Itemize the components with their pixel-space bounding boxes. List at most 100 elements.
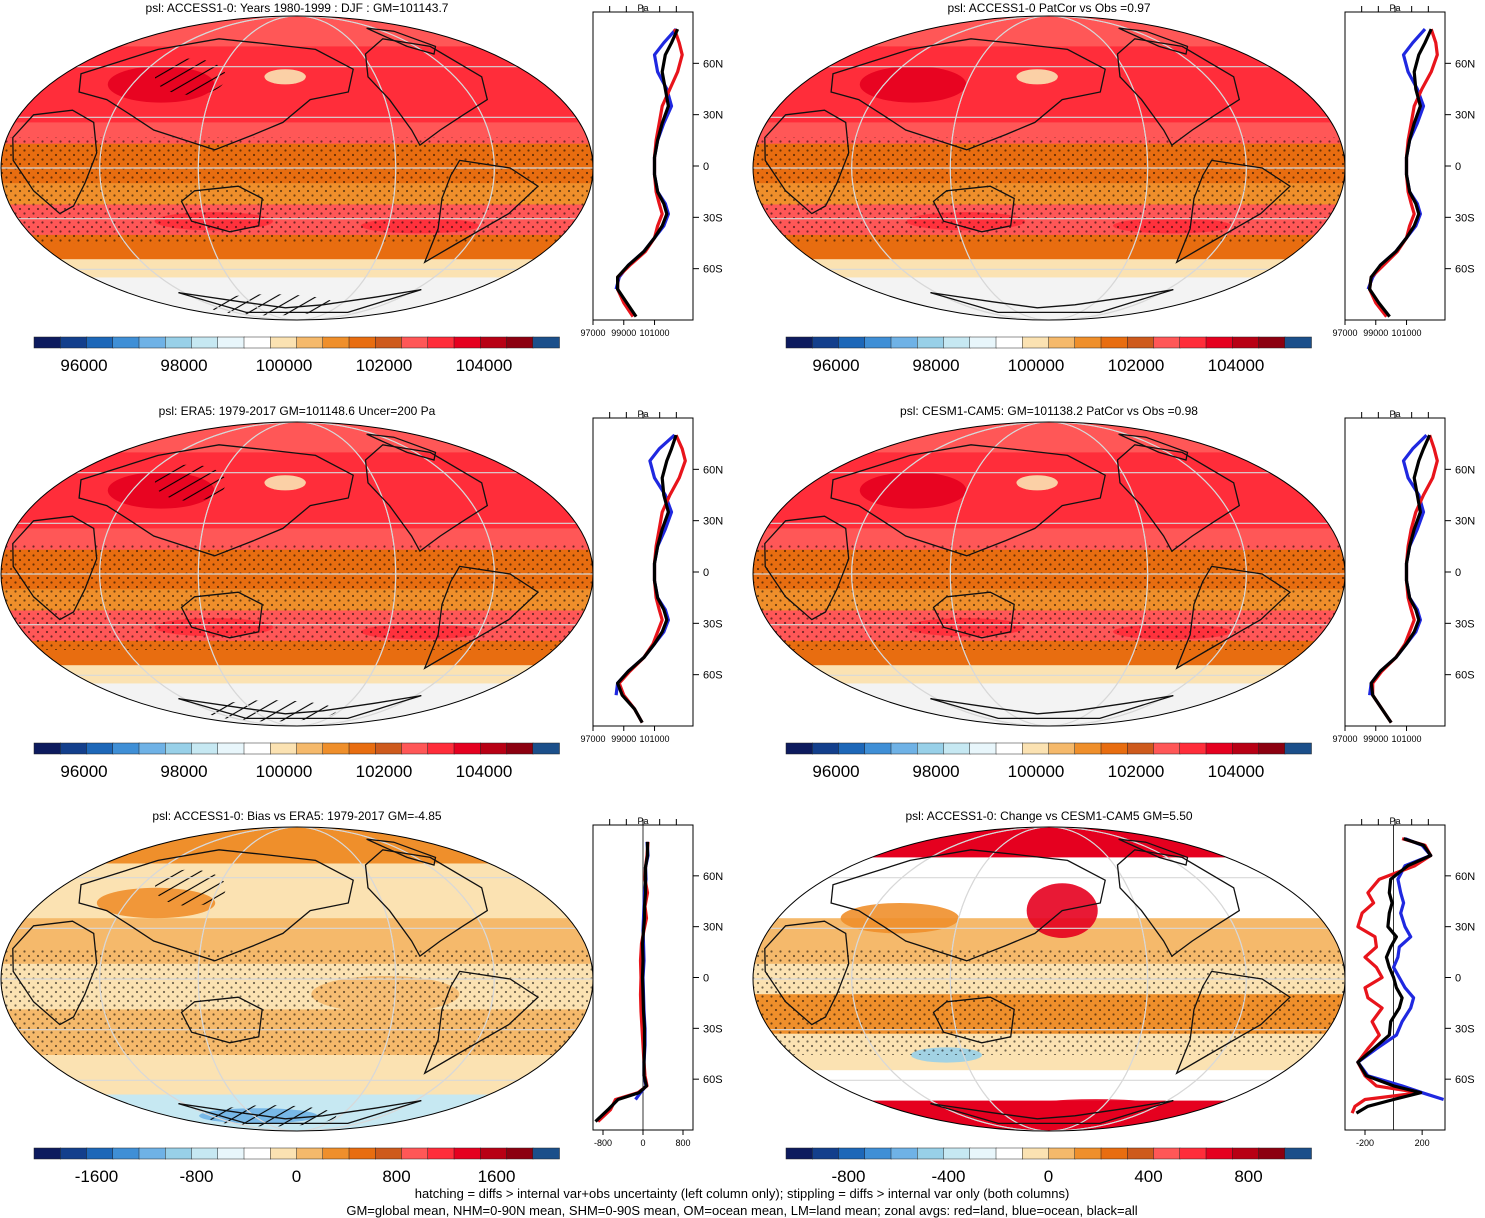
map-2-coast-samerica [1175,159,1292,264]
colorbar-2-swatch-12 [1074,336,1102,349]
map-2-feature-1 [859,66,967,103]
map-5-graticule [1,827,593,1131]
zonal-2-x-tick-2: 99000 [1363,328,1388,338]
colorbar-3-swatch-5 [138,742,166,755]
map-2-band-1 [753,16,1345,48]
map-3-hatching [154,464,226,502]
map-6-feature-2 [840,903,959,934]
colorbar-4-tick-1: 96000 [812,762,859,781]
colorbar-5-swatch-13 [348,1147,376,1160]
colorbar-2-swatch-20 [1284,336,1312,349]
colorbar-5-tick-2: -800 [179,1167,213,1186]
map-1-graticule [1,16,593,320]
colorbar-4-swatch-15 [1153,742,1181,755]
zonal-4-x-tick-2: 99000 [1363,734,1388,744]
colorbar-6-swatch-10 [1022,1147,1050,1160]
map-5-coast-africa [12,920,98,1026]
colorbar-2-swatch-5 [890,336,918,349]
map-3-stippling [1,543,593,650]
colorbar-3-swatch-12 [322,742,350,755]
colorbar-5-swatch-4 [112,1147,140,1160]
map-3-coast-greenland [366,433,437,461]
colorbar-6-swatch-7 [943,1147,971,1160]
colorbar-3-swatch-16 [427,742,455,755]
colorbar-2-swatch-9 [995,336,1023,349]
colorbar-1-swatch-4 [112,336,140,349]
colorbar-2-swatch-15 [1153,336,1181,349]
zonal-3-x-tick-3: 101000 [640,734,670,744]
colorbar-3-swatch-2 [60,742,88,755]
zonal-5-lat-tick-1: 60N [703,871,723,883]
colorbar-5-swatch-3 [86,1147,114,1160]
colorbar-5-swatch-14 [375,1147,403,1160]
colorbar-3-swatch-10 [270,742,298,755]
map-1-coast-africa [12,109,98,215]
colorbar-5-swatch-7 [191,1147,219,1160]
colorbar-3-swatch-8 [217,742,245,755]
colorbar-1-swatch-2 [60,336,88,349]
map-4-graticule [753,422,1345,726]
colorbar-2-swatch-8 [969,336,997,349]
zonal-6-series-land [1350,837,1433,1114]
map-1-band-2 [1,46,593,124]
zonal-5-lat-tick-5: 60S [703,1074,723,1086]
zonal-3-lat-tick-5: 60S [703,670,723,682]
colorbar-5-swatch-20 [532,1147,560,1160]
map-3-feature-2 [264,475,306,491]
zonal-1-lat-tick-2: 30N [703,110,723,122]
colorbar-4-swatch-18 [1232,742,1260,755]
map-6-coast-eurasia [830,849,1106,962]
map-3-coast-samerica [423,565,540,670]
colorbar-1: 96000 98000 100000 102000 104000 [33,336,560,375]
colorbar-1-swatch-11 [296,336,324,349]
colorbar-5-swatch-15 [401,1147,429,1160]
colorbar-1-tick-1: 96000 [60,356,107,375]
map-2-coast-namerica [1116,38,1241,147]
colorbar-1-swatch-12 [322,336,350,349]
colorbar-1-swatch-19 [506,336,534,349]
colorbar-6-swatch-1 [785,1147,813,1160]
colorbar-3-swatch-19 [506,742,534,755]
colorbar-4-swatch-5 [890,742,918,755]
colorbar-5-swatch-5 [138,1147,166,1160]
colorbar-3-swatch-20 [532,742,560,755]
colorbar-4-swatch-16 [1179,742,1207,755]
zonal-2-lat-tick-3: 0 [1455,161,1461,173]
map-5-coast-eurasia [78,849,354,962]
colorbar-3-swatch-9 [243,742,271,755]
map-panel-2 [752,15,1346,321]
map-4-coast-antarctica [930,694,1174,720]
colorbar-1-tick-5: 104000 [456,356,513,375]
map-5-hatching [154,869,226,907]
map-6-band-7 [753,1070,1345,1102]
colorbar-1-tick-4: 102000 [356,356,413,375]
map-5-coast-antarctica [178,1099,422,1125]
colorbar-6-swatch-20 [1284,1147,1312,1160]
colorbar-2-tick-5: 104000 [1208,356,1265,375]
map-5-coast-australia [180,996,263,1044]
colorbar-6-tick-3: 0 [1044,1167,1053,1186]
colorbar-1-swatch-9 [243,336,271,349]
map-6-graticule [753,827,1345,1131]
colorbar-1-swatch-13 [348,336,376,349]
colorbar-1-swatch-10 [270,336,298,349]
colorbar-6-swatch-4 [864,1147,892,1160]
colorbar-1-swatch-17 [453,336,481,349]
colorbar-4-swatch-10 [1022,742,1050,755]
colorbar-4-swatch-13 [1100,742,1128,755]
zonal-3-lat-tick-1: 60N [703,464,723,476]
colorbar-4-swatch-20 [1284,742,1312,755]
colorbar-2-tick-3: 100000 [1008,356,1065,375]
colorbar-6-swatch-16 [1179,1147,1207,1160]
colorbar-4-tick-3: 100000 [1008,762,1065,781]
panel-2-title: psl: ACCESS1-0 PatCor vs Obs =0.97 [947,1,1150,15]
map-6-coast-antarctica [930,1099,1174,1125]
colorbar-5-swatch-17 [453,1147,481,1160]
map-panel-1 [0,15,594,321]
footer-line-1: hatching = diffs > internal var+obs unce… [415,1186,1070,1201]
map-4-band-1 [753,422,1345,454]
zonal-1-frame [592,11,694,321]
